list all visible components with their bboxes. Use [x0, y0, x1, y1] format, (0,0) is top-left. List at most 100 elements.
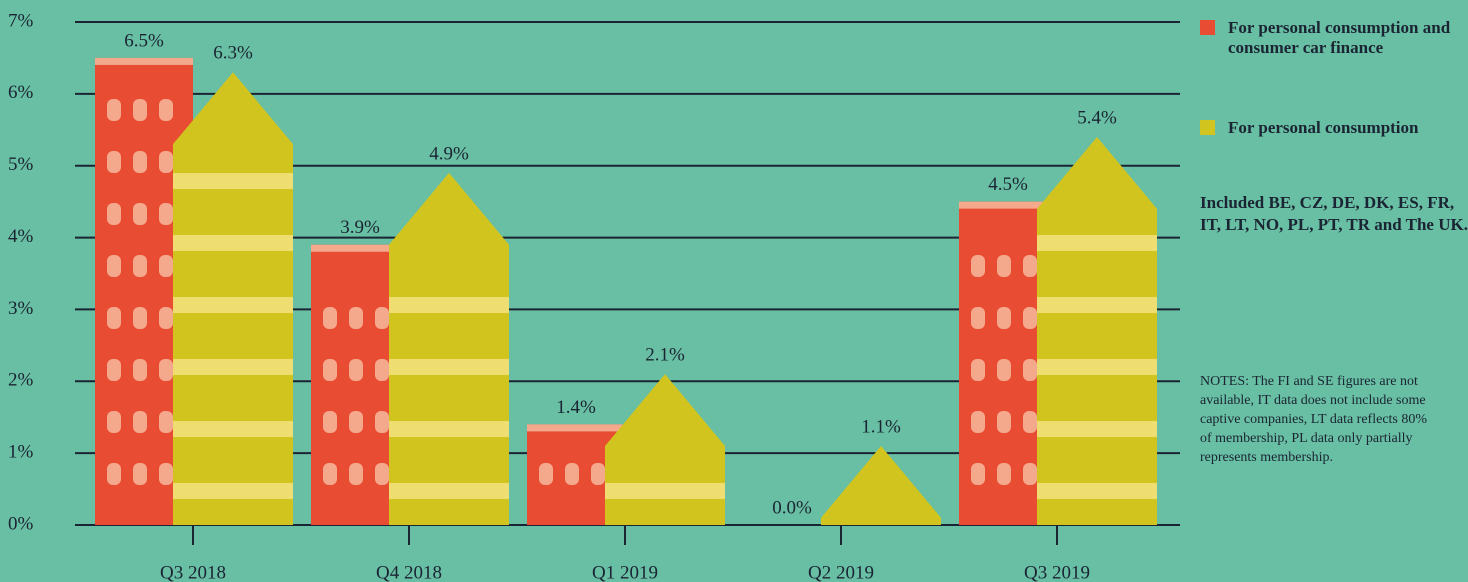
- value-label: 0.0%: [772, 497, 812, 518]
- window: [971, 463, 985, 485]
- window: [133, 307, 147, 329]
- window: [323, 463, 337, 485]
- window: [349, 411, 363, 433]
- window: [349, 359, 363, 381]
- y-tick-label: 7%: [8, 10, 34, 31]
- window: [323, 411, 337, 433]
- y-tick-label: 6%: [8, 82, 34, 103]
- roof-cap: [527, 424, 625, 432]
- stripe: [389, 483, 509, 499]
- stripe: [389, 359, 509, 375]
- roof-cap: [311, 244, 409, 252]
- legend-label: For personal consumption: [1228, 118, 1419, 137]
- window: [997, 359, 1011, 381]
- window: [133, 463, 147, 485]
- window: [997, 411, 1011, 433]
- stripe: [389, 297, 509, 313]
- window: [323, 359, 337, 381]
- annotation: NOTES: The FI and SE figures are not ava…: [1200, 374, 1428, 465]
- window: [107, 99, 121, 121]
- window: [375, 307, 389, 329]
- window: [1023, 411, 1037, 433]
- bar: [1037, 136, 1157, 525]
- window: [971, 307, 985, 329]
- stripe: [173, 359, 293, 375]
- window: [133, 411, 147, 433]
- window: [107, 411, 121, 433]
- x-tick-label: Q4 2018: [376, 562, 442, 582]
- window: [1023, 307, 1037, 329]
- legend-item: For personal consumption and consumer ca…: [1200, 18, 1462, 58]
- window: [997, 255, 1011, 277]
- y-tick-label: 1%: [8, 442, 34, 463]
- window: [107, 307, 121, 329]
- window: [971, 411, 985, 433]
- window: [1023, 255, 1037, 277]
- value-label: 4.5%: [988, 174, 1028, 195]
- value-label: 6.3%: [213, 43, 253, 64]
- annotation: Included BE, CZ, DE, DK, ES, FR, IT, LT,…: [1200, 193, 1468, 234]
- window: [159, 463, 173, 485]
- window: [159, 203, 173, 225]
- x-tick-label: Q2 2019: [808, 562, 874, 582]
- window: [349, 307, 363, 329]
- legend-label: For personal consumption and consumer ca…: [1228, 18, 1451, 57]
- stripe: [173, 483, 293, 499]
- stripe: [173, 173, 293, 189]
- stripe: [1037, 297, 1157, 313]
- legend-swatch: [1200, 120, 1215, 135]
- window: [159, 151, 173, 173]
- legend-item: For personal consumption: [1200, 118, 1462, 138]
- stripe: [173, 235, 293, 251]
- stripe: [173, 421, 293, 437]
- window: [107, 255, 121, 277]
- x-tick-label: Q3 2018: [160, 562, 226, 582]
- window: [159, 255, 173, 277]
- window: [159, 99, 173, 121]
- stripe: [389, 421, 509, 437]
- window: [133, 151, 147, 173]
- roof-cap: [95, 57, 193, 65]
- y-tick-label: 5%: [8, 154, 34, 175]
- y-tick-label: 4%: [8, 226, 34, 247]
- stripe: [1037, 421, 1157, 437]
- window: [133, 99, 147, 121]
- window: [133, 203, 147, 225]
- stripe: [605, 483, 725, 499]
- window: [997, 307, 1011, 329]
- window: [107, 203, 121, 225]
- window: [133, 359, 147, 381]
- value-label: 1.1%: [861, 416, 901, 437]
- stripe: [1037, 235, 1157, 251]
- window: [323, 307, 337, 329]
- value-label: 3.9%: [340, 217, 380, 238]
- stripe: [1037, 483, 1157, 499]
- window: [133, 255, 147, 277]
- window: [971, 255, 985, 277]
- window: [107, 359, 121, 381]
- window: [1023, 359, 1037, 381]
- window: [349, 463, 363, 485]
- window: [591, 463, 605, 485]
- window: [159, 307, 173, 329]
- y-tick-label: 3%: [8, 298, 34, 319]
- window: [159, 411, 173, 433]
- value-label: 6.5%: [124, 30, 164, 51]
- value-label: 5.4%: [1077, 107, 1117, 128]
- bar: [389, 172, 509, 525]
- roof-cap: [959, 201, 1057, 209]
- stripe: [173, 297, 293, 313]
- window: [997, 463, 1011, 485]
- value-label: 4.9%: [429, 143, 469, 164]
- y-tick-label: 2%: [8, 370, 34, 391]
- window: [971, 359, 985, 381]
- window: [1023, 463, 1037, 485]
- x-tick-label: Q3 2019: [1024, 562, 1090, 582]
- value-label: 2.1%: [645, 344, 685, 365]
- window: [159, 359, 173, 381]
- x-tick-label: Q1 2019: [592, 562, 658, 582]
- window: [107, 151, 121, 173]
- bar: [605, 374, 725, 525]
